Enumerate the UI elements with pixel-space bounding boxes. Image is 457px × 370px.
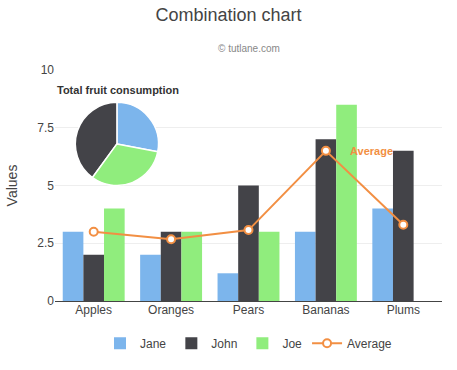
svg-text:10: 10 — [41, 63, 55, 77]
svg-text:John: John — [211, 337, 237, 351]
svg-text:Values: Values — [4, 165, 20, 207]
svg-text:Joe: Joe — [282, 337, 302, 351]
svg-text:Apples: Apples — [75, 303, 112, 317]
svg-text:Bananas: Bananas — [302, 303, 349, 317]
svg-text:5: 5 — [47, 179, 54, 193]
svg-text:Oranges: Oranges — [148, 303, 194, 317]
svg-text:Total fruit consumption: Total fruit consumption — [57, 84, 179, 96]
svg-text:Plums: Plums — [387, 303, 420, 317]
svg-text:Jane: Jane — [140, 337, 166, 351]
svg-text:0: 0 — [47, 294, 54, 308]
svg-text:© tutlane.com: © tutlane.com — [218, 43, 280, 54]
svg-text:Average: Average — [350, 145, 393, 157]
svg-text:Pears: Pears — [233, 303, 264, 317]
svg-text:7.5: 7.5 — [37, 121, 54, 135]
svg-text:2.5: 2.5 — [37, 236, 54, 250]
svg-text:Average: Average — [347, 337, 392, 351]
svg-text:Combination chart: Combination chart — [155, 5, 301, 25]
